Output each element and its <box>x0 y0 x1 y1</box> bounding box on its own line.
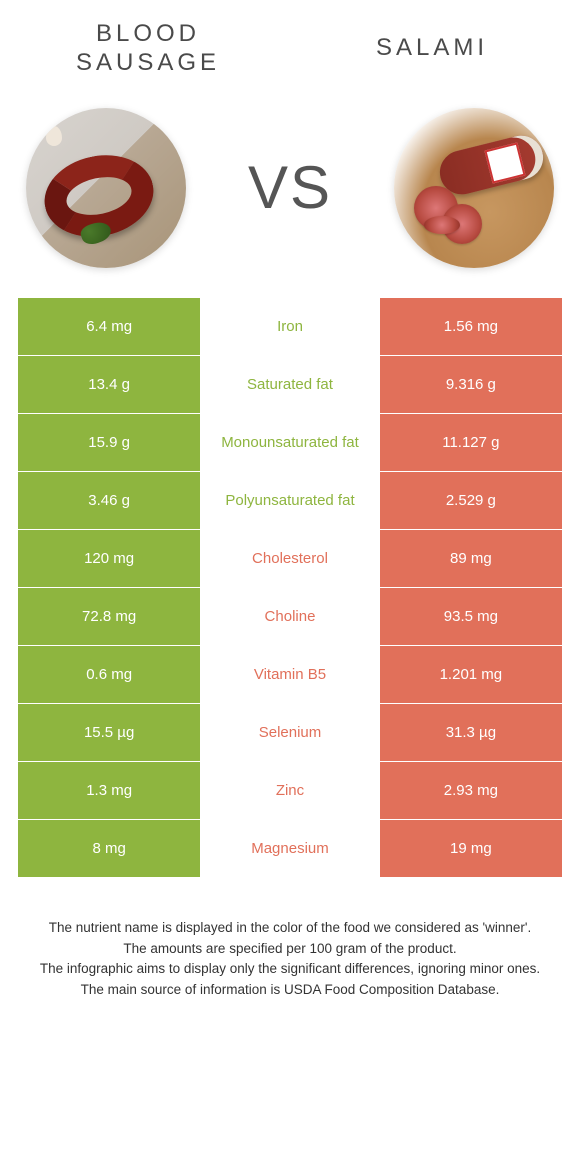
left-value: 1.3 mg <box>18 762 200 819</box>
nutrient-label: Selenium <box>200 704 380 761</box>
title-row: BLOOD SAUSAGE SALAMI <box>18 20 562 98</box>
left-value: 0.6 mg <box>18 646 200 703</box>
left-value: 120 mg <box>18 530 200 587</box>
nutrient-label: Polyunsaturated fat <box>200 472 380 529</box>
nutrient-row: 120 mgCholesterol89 mg <box>18 530 562 587</box>
nutrient-row: 72.8 mgCholine93.5 mg <box>18 588 562 645</box>
left-value: 15.9 g <box>18 414 200 471</box>
footer-line: The amounts are specified per 100 gram o… <box>38 939 542 960</box>
nutrient-label: Zinc <box>200 762 380 819</box>
right-value: 19 mg <box>380 820 562 877</box>
left-value: 72.8 mg <box>18 588 200 645</box>
nutrient-label: Saturated fat <box>200 356 380 413</box>
footer-line: The infographic aims to display only the… <box>38 959 542 980</box>
hero-row: VS <box>18 98 562 298</box>
vs-label: VS <box>248 153 332 222</box>
nutrient-row: 8 mgMagnesium19 mg <box>18 820 562 877</box>
left-value: 15.5 µg <box>18 704 200 761</box>
right-value: 31.3 µg <box>380 704 562 761</box>
nutrient-table: 6.4 mgIron1.56 mg13.4 gSaturated fat9.31… <box>18 298 562 877</box>
nutrient-label: Monounsaturated fat <box>200 414 380 471</box>
nutrient-row: 6.4 mgIron1.56 mg <box>18 298 562 355</box>
nutrient-label: Magnesium <box>200 820 380 877</box>
nutrient-row: 13.4 gSaturated fat9.316 g <box>18 356 562 413</box>
right-food-title: SALAMI <box>332 34 532 63</box>
nutrient-row: 3.46 gPolyunsaturated fat2.529 g <box>18 472 562 529</box>
footer-notes: The nutrient name is displayed in the co… <box>18 878 562 1002</box>
right-value: 9.316 g <box>380 356 562 413</box>
nutrient-label: Cholesterol <box>200 530 380 587</box>
nutrient-row: 15.5 µgSelenium31.3 µg <box>18 704 562 761</box>
nutrient-row: 1.3 mgZinc2.93 mg <box>18 762 562 819</box>
left-value: 3.46 g <box>18 472 200 529</box>
left-food-image <box>26 108 186 268</box>
right-value: 1.201 mg <box>380 646 562 703</box>
right-food-image <box>394 108 554 268</box>
nutrient-label: Choline <box>200 588 380 645</box>
right-value: 89 mg <box>380 530 562 587</box>
right-value: 93.5 mg <box>380 588 562 645</box>
right-value: 1.56 mg <box>380 298 562 355</box>
footer-line: The nutrient name is displayed in the co… <box>38 918 542 939</box>
nutrient-label: Iron <box>200 298 380 355</box>
right-value: 11.127 g <box>380 414 562 471</box>
footer-line: The main source of information is USDA F… <box>38 980 542 1001</box>
left-value: 8 mg <box>18 820 200 877</box>
right-value: 2.93 mg <box>380 762 562 819</box>
nutrient-row: 15.9 gMonounsaturated fat11.127 g <box>18 414 562 471</box>
left-value: 13.4 g <box>18 356 200 413</box>
left-value: 6.4 mg <box>18 298 200 355</box>
nutrient-row: 0.6 mgVitamin B51.201 mg <box>18 646 562 703</box>
right-value: 2.529 g <box>380 472 562 529</box>
left-food-title: BLOOD SAUSAGE <box>48 20 248 78</box>
nutrient-label: Vitamin B5 <box>200 646 380 703</box>
